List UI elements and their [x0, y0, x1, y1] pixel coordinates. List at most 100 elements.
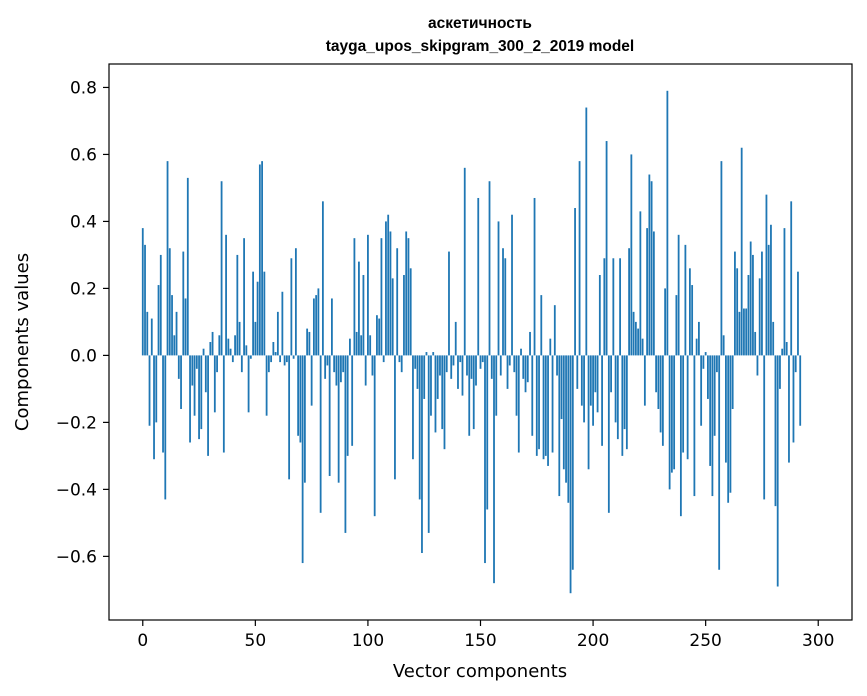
bar [567, 355, 570, 503]
bar [592, 355, 594, 426]
bar [779, 355, 781, 389]
bar [281, 291, 284, 356]
bar [173, 335, 176, 356]
bar [344, 355, 347, 533]
bar [225, 234, 227, 356]
bar [468, 355, 471, 436]
bar [598, 275, 601, 356]
bar [639, 211, 642, 356]
bar [265, 355, 268, 416]
bar [427, 355, 430, 533]
bar [587, 355, 590, 470]
bar [569, 355, 572, 594]
bar [369, 335, 372, 356]
bar [290, 258, 293, 356]
bar [321, 201, 324, 356]
bar [175, 311, 178, 356]
bar [391, 278, 394, 356]
bar [279, 355, 282, 363]
bar [747, 275, 750, 356]
bar [294, 248, 297, 356]
bar [657, 355, 660, 409]
bar [477, 197, 480, 356]
bar [425, 352, 428, 356]
bar [470, 355, 473, 379]
bar [659, 355, 662, 433]
bar [448, 251, 450, 356]
bar [565, 355, 567, 483]
bar [195, 355, 198, 369]
bar [497, 221, 500, 356]
bar [781, 348, 784, 356]
x-tick-label: 100 [352, 631, 384, 651]
bar [535, 355, 538, 456]
bar [679, 355, 682, 517]
bar [166, 161, 169, 356]
bar [601, 355, 603, 446]
bar [288, 355, 291, 480]
bar [432, 352, 435, 356]
bar [605, 141, 608, 356]
bar [182, 251, 185, 356]
bar [421, 355, 423, 554]
bar [403, 275, 405, 356]
bar [400, 355, 403, 373]
bar [267, 355, 270, 373]
bar [385, 221, 387, 356]
bar [734, 251, 736, 356]
bar [506, 355, 509, 389]
bar [493, 355, 495, 584]
bar [628, 248, 630, 356]
bar [544, 355, 547, 456]
bar [745, 308, 748, 356]
bar [394, 355, 396, 480]
bar [144, 244, 146, 356]
bar [637, 328, 640, 356]
bar [367, 234, 369, 356]
bar [306, 328, 309, 356]
bar [349, 338, 351, 356]
bar [664, 288, 667, 356]
x-tick-label: 150 [464, 631, 496, 651]
bar [457, 355, 459, 389]
bar [218, 335, 221, 356]
bar [666, 90, 669, 356]
bar [376, 315, 378, 356]
bar [216, 355, 218, 373]
bars-group [141, 90, 802, 594]
bar [738, 311, 741, 356]
bar [355, 331, 358, 356]
bar [416, 355, 419, 389]
bar [668, 355, 671, 490]
bar [346, 355, 349, 456]
bar [310, 355, 313, 406]
bar [378, 318, 381, 356]
bar [752, 254, 754, 356]
bar [211, 331, 214, 356]
bar [700, 355, 703, 426]
bar [463, 167, 466, 356]
bar [164, 355, 167, 500]
bar [240, 355, 243, 373]
bar [153, 355, 155, 460]
bar [720, 161, 723, 356]
bar [412, 355, 414, 460]
bar [180, 355, 182, 409]
bar [522, 355, 525, 379]
bar [360, 335, 363, 356]
bar [231, 355, 234, 363]
bar [303, 355, 306, 483]
bar [466, 355, 468, 376]
bar [790, 201, 793, 356]
bar [511, 214, 513, 356]
bar [632, 311, 635, 356]
bar [623, 355, 626, 430]
bar [727, 355, 730, 503]
bar [630, 154, 633, 356]
y-tick-label: −0.4 [56, 480, 97, 500]
bar [324, 355, 327, 379]
bar [382, 355, 385, 363]
bar [270, 355, 273, 363]
bar [562, 355, 565, 470]
